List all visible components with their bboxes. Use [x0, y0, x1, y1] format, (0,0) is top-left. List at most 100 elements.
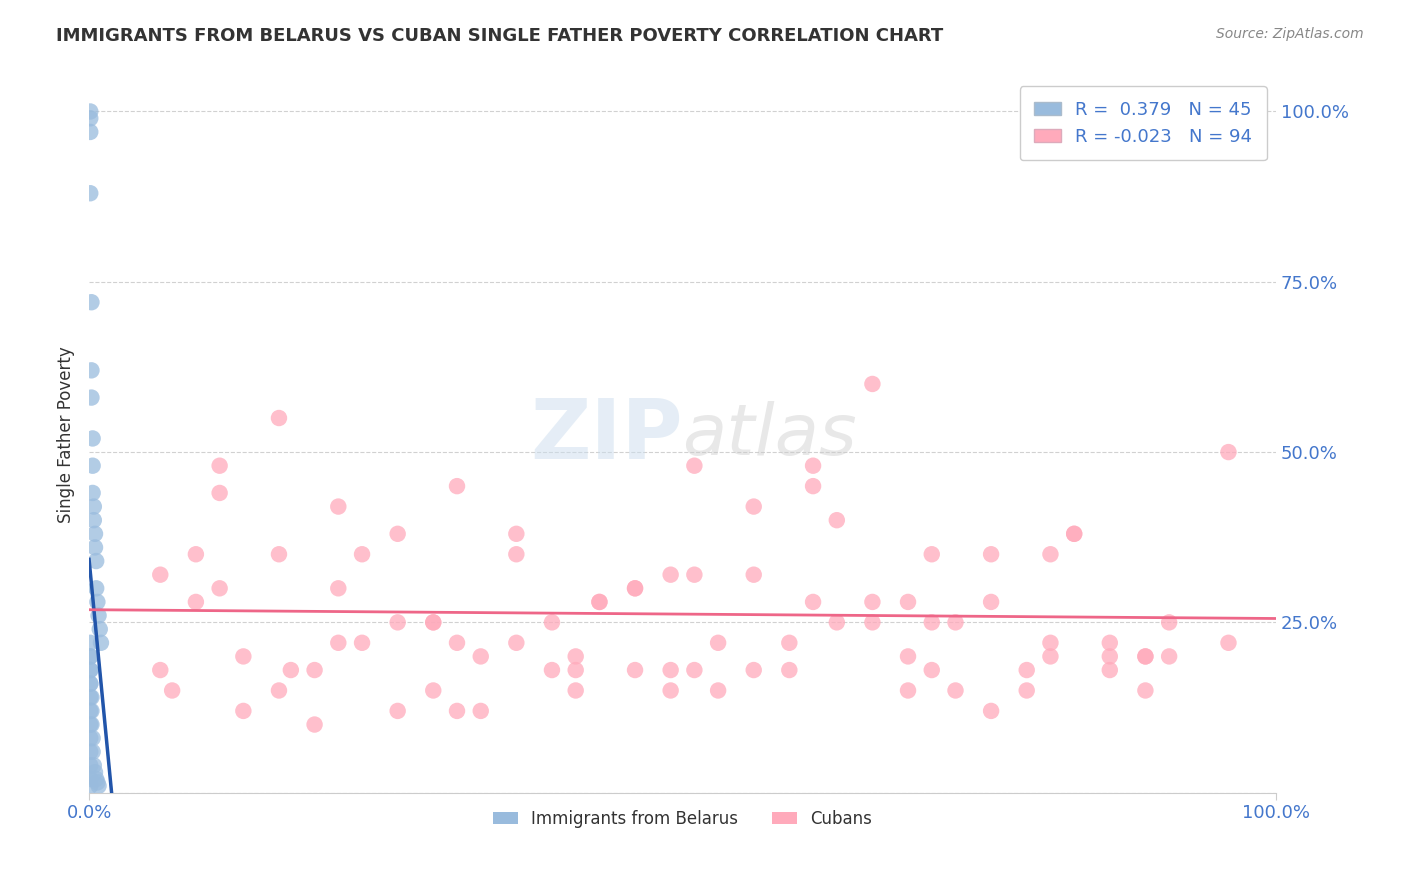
- Point: [80, 363, 103, 377]
- Point: [86, 595, 108, 609]
- Point: [446, 704, 468, 718]
- Point: [86, 775, 108, 789]
- Point: [1135, 649, 1157, 664]
- Point: [387, 526, 409, 541]
- Point: [352, 636, 374, 650]
- Point: [470, 704, 492, 718]
- Point: [980, 547, 1002, 561]
- Point: [84, 765, 107, 780]
- Point: [945, 683, 967, 698]
- Point: [79, 676, 101, 690]
- Point: [280, 663, 302, 677]
- Point: [860, 595, 883, 609]
- Point: [422, 683, 444, 698]
- Point: [1015, 663, 1038, 677]
- Point: [83, 513, 105, 527]
- Point: [328, 636, 350, 650]
- Point: [921, 547, 943, 561]
- Point: [79, 636, 101, 650]
- Text: IMMIGRANTS FROM BELARUS VS CUBAN SINGLE FATHER POVERTY CORRELATION CHART: IMMIGRANTS FROM BELARUS VS CUBAN SINGLE …: [56, 27, 943, 45]
- Point: [505, 526, 527, 541]
- Point: [446, 479, 468, 493]
- Point: [149, 663, 172, 677]
- Point: [79, 676, 101, 690]
- Point: [742, 567, 765, 582]
- Point: [897, 595, 920, 609]
- Point: [624, 582, 647, 596]
- Point: [84, 526, 107, 541]
- Point: [422, 615, 444, 630]
- Point: [184, 595, 207, 609]
- Point: [79, 731, 101, 746]
- Point: [232, 649, 254, 664]
- Point: [208, 486, 231, 500]
- Point: [387, 615, 409, 630]
- Point: [564, 663, 586, 677]
- Point: [89, 622, 111, 636]
- Point: [79, 663, 101, 677]
- Point: [1063, 526, 1085, 541]
- Point: [825, 615, 848, 630]
- Point: [84, 772, 107, 786]
- Point: [208, 458, 231, 473]
- Point: [980, 704, 1002, 718]
- Point: [683, 567, 706, 582]
- Point: [1039, 547, 1062, 561]
- Point: [328, 582, 350, 596]
- Point: [328, 500, 350, 514]
- Point: [624, 663, 647, 677]
- Point: [79, 186, 101, 201]
- Point: [87, 779, 110, 793]
- Point: [83, 500, 105, 514]
- Point: [82, 458, 104, 473]
- Point: [84, 541, 107, 555]
- Point: [208, 582, 231, 596]
- Point: [860, 376, 883, 391]
- Point: [304, 717, 326, 731]
- Point: [921, 663, 943, 677]
- Point: [505, 547, 527, 561]
- Point: [422, 615, 444, 630]
- Point: [232, 704, 254, 718]
- Point: [1159, 649, 1181, 664]
- Point: [79, 690, 101, 705]
- Point: [1015, 683, 1038, 698]
- Point: [87, 608, 110, 623]
- Legend: Immigrants from Belarus, Cubans: Immigrants from Belarus, Cubans: [486, 803, 879, 834]
- Point: [80, 295, 103, 310]
- Point: [160, 683, 183, 698]
- Point: [1135, 683, 1157, 698]
- Point: [564, 649, 586, 664]
- Point: [683, 458, 706, 473]
- Point: [79, 649, 101, 664]
- Point: [624, 582, 647, 596]
- Point: [446, 636, 468, 650]
- Point: [79, 779, 101, 793]
- Point: [778, 663, 800, 677]
- Point: [82, 745, 104, 759]
- Point: [541, 615, 564, 630]
- Point: [79, 704, 101, 718]
- Point: [82, 731, 104, 746]
- Point: [80, 717, 103, 731]
- Point: [1218, 445, 1240, 459]
- Point: [267, 411, 290, 425]
- Point: [659, 567, 682, 582]
- Point: [980, 595, 1002, 609]
- Point: [79, 717, 101, 731]
- Point: [801, 595, 824, 609]
- Point: [79, 772, 101, 786]
- Point: [387, 704, 409, 718]
- Point: [79, 663, 101, 677]
- Point: [267, 547, 290, 561]
- Point: [1098, 649, 1121, 664]
- Point: [945, 615, 967, 630]
- Point: [588, 595, 610, 609]
- Point: [801, 479, 824, 493]
- Point: [860, 615, 883, 630]
- Point: [683, 663, 706, 677]
- Point: [564, 683, 586, 698]
- Point: [1098, 636, 1121, 650]
- Point: [1039, 636, 1062, 650]
- Point: [80, 704, 103, 718]
